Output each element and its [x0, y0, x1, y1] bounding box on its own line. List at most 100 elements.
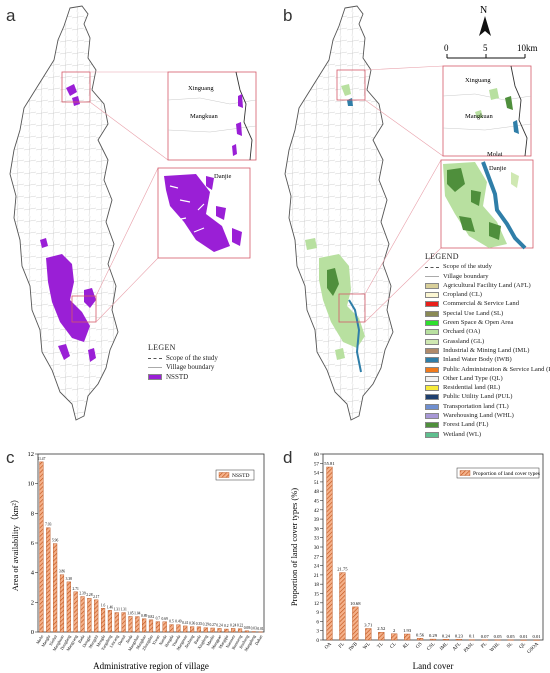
legend-b-swatch [425, 403, 439, 410]
chart-d-ytick-label: 24 [314, 564, 320, 570]
legend-b-label: Wetland (WL) [443, 430, 482, 438]
chart-c-category-label: Jieshang [183, 633, 195, 649]
chart-c-bar [169, 624, 174, 633]
chart-d-bar [404, 633, 411, 641]
legend-a-title: LEGEN [148, 343, 176, 352]
chart-d-category-label: CL [390, 642, 398, 650]
inset-bottom-map-a [157, 167, 251, 259]
chart-c-bar-value-label: 0.35 [196, 622, 202, 626]
chart-d-bar [326, 466, 333, 641]
legend-b-label: Warehousing Land (WHL) [443, 412, 514, 420]
chart-c-category-label: Mengla [95, 634, 106, 648]
legend-a-item-scope: Scope of the study [148, 354, 266, 363]
chart-d-y-axis-title: Proportion of land cover types (%) [289, 488, 299, 606]
chart-c-bar-value-label: 3.86 [59, 570, 65, 574]
legend-b-label: Agricultural Facility Land (AFL) [443, 281, 531, 289]
legend-b-title: LEGEND [425, 252, 459, 261]
chart-c-ytick-label: 6 [31, 540, 35, 547]
panel-label-c: c [6, 448, 15, 467]
chart-d-category-label: CSL [426, 642, 436, 652]
chart-c-bar [107, 610, 112, 633]
legend-b-label: Green Space & Open Area [443, 319, 514, 327]
legend-b-label: Inland Water Body (IWB) [443, 356, 512, 364]
chart-c-bar [59, 574, 65, 633]
chart-d-ytick-label: 0 [316, 638, 319, 644]
legend-b-item: Special Use Land (SL) [425, 309, 547, 318]
chart-c-bar-value-label: 0.03 [251, 627, 257, 631]
chart-c-bar-value-label: 0.29 [203, 623, 209, 627]
chart-c-bar [190, 626, 195, 633]
chart-c-bar-value-label: 1.05 [127, 611, 133, 615]
chart-c-bar-value-label: 1.46 [107, 605, 113, 609]
chart-c-bar-value-label: 0.36 [189, 622, 195, 626]
chart-c-category-label: Daban [254, 633, 264, 646]
legend-b-item: Other Land Type (QL) [425, 374, 547, 383]
chart-d-ytick-label: 6 [316, 619, 319, 625]
chart-c-bar [46, 527, 51, 633]
chart-c-category-label: Bada [77, 634, 86, 644]
chart-c-category-label: Xinhui [48, 633, 59, 646]
chart-d-bar-value-label: 0.01 [533, 634, 542, 639]
chart-c-category-label: Jinda [125, 634, 134, 644]
legend-b-swatch [425, 320, 439, 327]
chart-d-bar-value-label: 0.29 [429, 633, 438, 638]
chart-c-category-label: Lincang [108, 633, 120, 648]
chart-d-category-label: GS [415, 642, 423, 650]
chart-c-bar-value-label: 1.31 [120, 608, 126, 612]
chart-d-bar [378, 631, 385, 641]
chart-d-bar-value-label: 3.71 [364, 622, 373, 627]
chart-c-bar [231, 628, 236, 633]
chart-c-bar-value-label: 0.22 [237, 624, 243, 628]
panel-a-map: a [0, 0, 275, 425]
chart-d-x-axis-title: Land cover [413, 661, 454, 671]
legend-b-label: Other Land Type (QL) [443, 374, 503, 382]
legend-b-swatch [425, 375, 439, 382]
chart-c-category-label: Banla [193, 634, 202, 645]
chart-c-bar-value-label: 2.71 [73, 587, 79, 591]
legend-b-swatch [425, 276, 439, 278]
chart-d-ytick-label: 33 [314, 536, 320, 542]
chart-d-bar-value-label: 21.75 [337, 567, 348, 572]
chart-c-bar-value-label: 2.39 [79, 592, 85, 596]
chart-d-bar-value-label: 0.24 [442, 633, 451, 638]
chart-c-legend-box [215, 469, 255, 481]
landcover-proportion-bar-chart: 0369121518212427303336394245485154576055… [289, 452, 544, 671]
chart-c-bar-value-label: 0.24 [216, 623, 222, 627]
chart-c-bar-value-label: 0.2 [224, 624, 229, 628]
inset-b-label-4: Danjie [489, 165, 506, 172]
legend-b-item: Cropland (CL) [425, 290, 547, 299]
chart-c-bar [224, 628, 229, 633]
scale-tick-10km: 10km [517, 43, 538, 53]
chart-c-bar [39, 461, 44, 633]
panel-b-map: b N 0 5 10 [275, 0, 550, 438]
chart-c-ytick-label: 0 [31, 629, 34, 636]
chart-d-bar [442, 639, 450, 641]
chart-c-bar-value-label: 0.27 [209, 623, 215, 627]
legend-b-label: Scope of the study [443, 263, 492, 271]
chart-d-bar-value-label: 0.1 [469, 634, 475, 639]
legend-b-swatch [425, 385, 439, 392]
chart-c-bar [73, 591, 78, 633]
legend-b-item: Forest Land (FL) [425, 421, 547, 430]
chart-c-x-axis-title: Administrative region of village [93, 661, 209, 671]
chart-d-category-label: RL [402, 642, 410, 650]
chart-c-category-label: Nanmen [225, 633, 237, 649]
chart-d-ytick-label: 21 [314, 573, 320, 579]
chart-c-category-label: Manglu [40, 633, 51, 648]
chart-c-bar [94, 599, 99, 633]
legend-b-label: Transportation land (TL) [443, 402, 509, 410]
chart-c-ytick-label: 10 [28, 481, 35, 488]
chart-c-plot-frame [37, 453, 265, 633]
chart-d-bar [416, 638, 424, 641]
chart-c-y-axis-title: Area of availability（km²） [10, 495, 20, 592]
panel-label-d: d [283, 448, 293, 467]
scale-tick-5: 5 [483, 43, 488, 53]
legend-b-swatch [425, 266, 439, 268]
legend-b-item: Wetland (WL) [425, 430, 547, 439]
chart-c-bar-value-label: 1.31 [114, 608, 120, 612]
legend-a-item-village: Village boundary [148, 363, 266, 372]
chart-d-bar-value-label: 0.05 [494, 634, 503, 639]
chart-c-category-label: Yuanda [171, 634, 182, 647]
chart-d-category-label: IML [439, 642, 449, 652]
chart-c-bar [244, 630, 249, 633]
